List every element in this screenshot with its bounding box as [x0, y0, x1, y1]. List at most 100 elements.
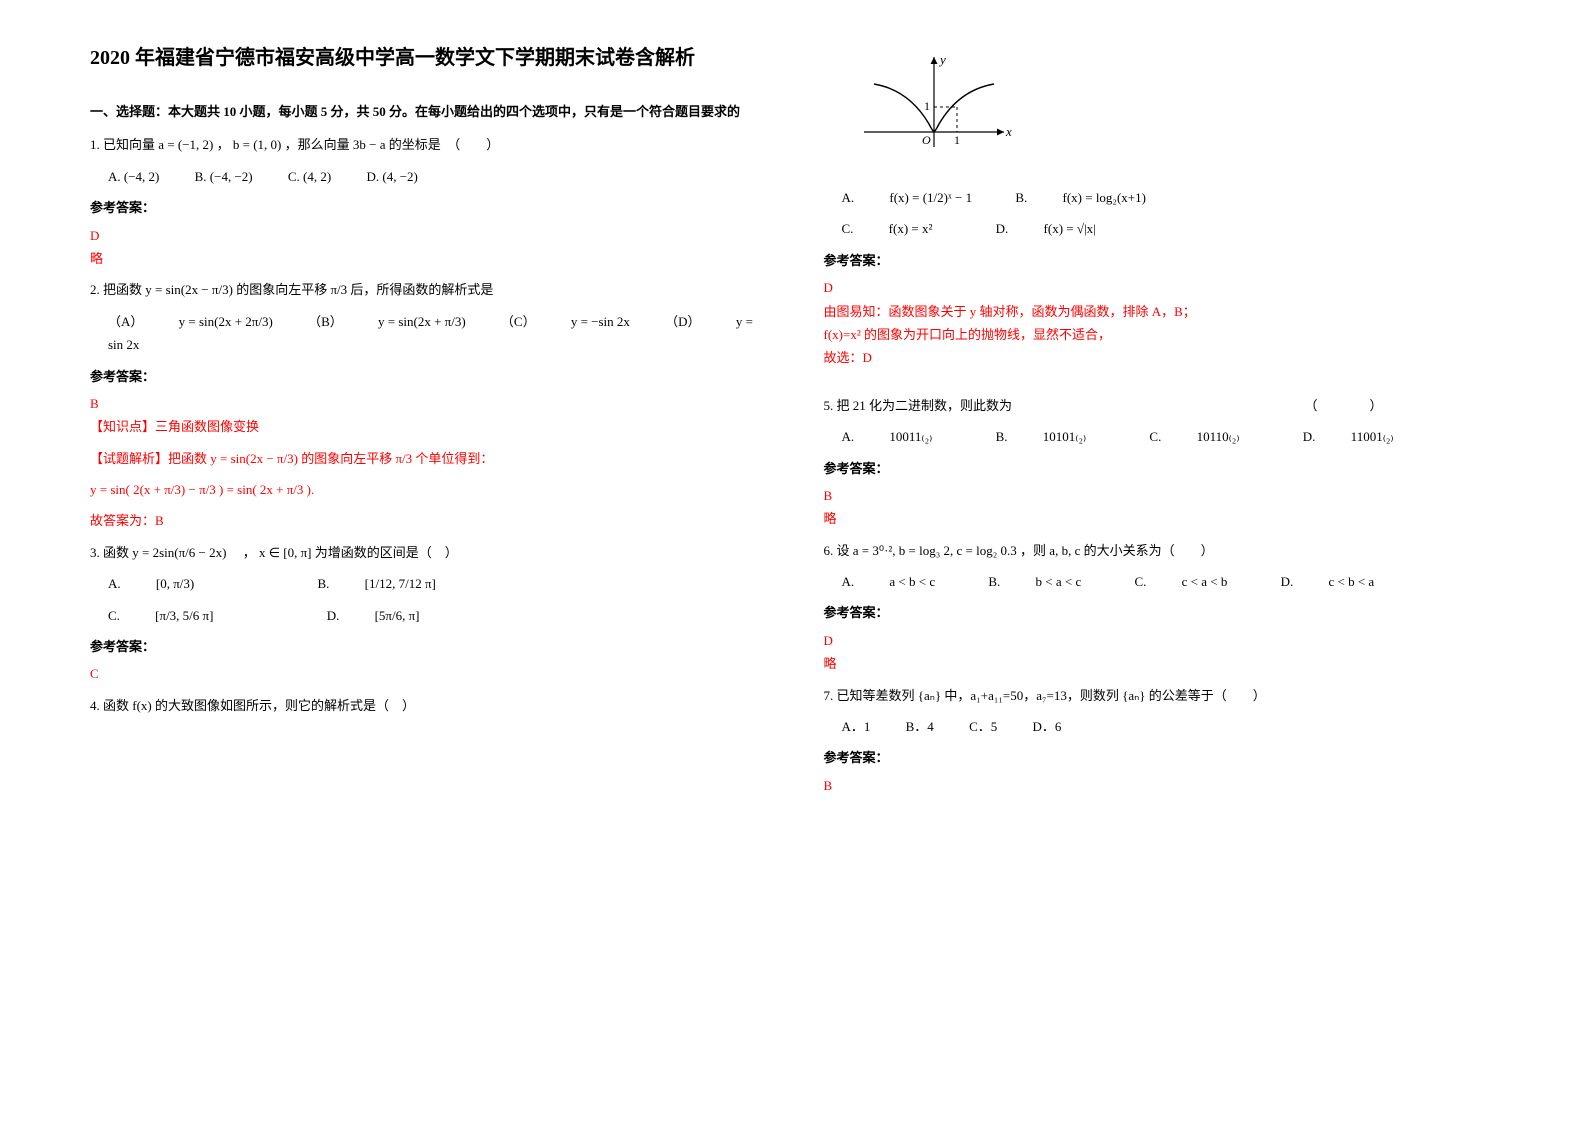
- question-5: 5. 把 21 化为二进制数，则此数为 （ ）: [824, 394, 1498, 417]
- q7-answer: B: [824, 774, 1498, 797]
- question-2: 2. 把函数 y = sin(2x − π/3) 的图象向左平移 π/3 后，所…: [90, 278, 764, 301]
- q1-stem-post: ，那么向量 3b − a 的坐标是 （ ）: [285, 137, 500, 152]
- q2-sol-post: 个单位得到：: [415, 451, 493, 466]
- q2-stem-mid: 的图象向左平移: [236, 282, 327, 297]
- q7-opt-a: A．1: [842, 719, 871, 734]
- q4-ans-label: 参考答案：: [824, 249, 1498, 272]
- q3-opt-b-label: B.: [317, 576, 329, 591]
- q7-opt-d: D．6: [1032, 719, 1061, 734]
- q2-opt-b-label: （B）: [308, 314, 343, 329]
- q6-opt-d-label: D.: [1281, 574, 1294, 589]
- q2-sol-shift: π/3: [395, 451, 412, 466]
- q3-domain: x ∈ [0, π]: [259, 545, 312, 560]
- q4-opt-b-label: B.: [1015, 190, 1027, 205]
- q3-options-row1: A. [0, π/3) B. [1/12, 7/12 π]: [108, 572, 764, 595]
- q1-answer: D: [90, 224, 764, 247]
- q1-vec-a: a = (−1, 2): [158, 137, 213, 152]
- q6-opt-b: b < a < c: [1036, 574, 1082, 589]
- q6-opt-b-label: B.: [988, 574, 1000, 589]
- q5-opt-d: 11001₍₂₎: [1351, 429, 1394, 444]
- q4-answer: D: [824, 276, 1498, 299]
- q4-opt-a: f(x) = (1/2)ˣ − 1: [889, 190, 972, 205]
- q4-sol1: 由图易知：函数图象关于 y 轴对称，函数为偶函数，排除 A，B；: [824, 300, 1498, 323]
- exam-title: 2020 年福建省宁德市福安高级中学高一数学文下学期期末试卷含解析: [90, 40, 764, 76]
- q2-opt-c: y = −sin 2x: [571, 314, 630, 329]
- q6-opt-a-label: A.: [842, 574, 855, 589]
- q4-opt-c: f(x) = x²: [889, 221, 933, 236]
- q5-note: 略: [824, 507, 1498, 530]
- tick-y1: 1: [924, 99, 930, 113]
- q2-ans-label: 参考答案：: [90, 365, 764, 388]
- axis-x-label: x: [1005, 124, 1012, 139]
- q1-note: 略: [90, 247, 764, 270]
- q4-fx: f(x): [132, 698, 152, 713]
- q6-opt-a: a < b < c: [889, 574, 935, 589]
- q1-vec-b: b = (1, 0): [233, 137, 282, 152]
- q4-opt-d-label: D.: [996, 221, 1009, 236]
- q6-options: A. a < b < c B. b < a < c C. c < a < b D…: [842, 570, 1498, 593]
- axis-y-label: y: [938, 52, 946, 67]
- q5-opt-c-label: C.: [1149, 429, 1161, 444]
- q6-opt-d: c < b < a: [1328, 574, 1374, 589]
- q3-opt-b: [1/12, 7/12 π]: [365, 576, 436, 591]
- q2-opt-b: y = sin(2x + π/3): [378, 314, 466, 329]
- question-1: 1. 已知向量 a = (−1, 2) ， b = (1, 0) ，那么向量 3…: [90, 133, 764, 156]
- q1-ans-label: 参考答案：: [90, 196, 764, 219]
- q3-answer: C: [90, 662, 764, 685]
- q5-opt-d-label: D.: [1303, 429, 1316, 444]
- q7-ans-label: 参考答案：: [824, 746, 1498, 769]
- q6-vars: a, b, c: [1049, 543, 1080, 558]
- q5-opt-c: 10110₍₂₎: [1197, 429, 1240, 444]
- q5-opt-b-label: B.: [996, 429, 1008, 444]
- q1-opt-a: A. (−4, 2): [108, 169, 159, 184]
- q2-func: y = sin(2x − π/3): [145, 282, 233, 297]
- q6-note: 略: [824, 652, 1498, 675]
- q3-func: y = 2sin(π/6 − 2x): [132, 545, 226, 560]
- q4-opt-a-label: A.: [842, 190, 855, 205]
- q2-stem-post: 后，所得函数的解析式是: [350, 282, 493, 297]
- q3-opt-c: [π/3, 5/6 π]: [155, 608, 213, 623]
- q1-opt-c: C. (4, 2): [288, 169, 331, 184]
- q1-opt-d: D. (4, −2): [366, 169, 417, 184]
- q6-expr: a = 3⁰·², b = log₃ 2, c = log₂ 0.3: [853, 543, 1017, 558]
- q2-sol-mid: 的图象向左平移: [301, 451, 392, 466]
- q5-answer: B: [824, 484, 1498, 507]
- q3-opt-d-label: D.: [327, 608, 340, 623]
- q2-opt-d-label: （D）: [665, 314, 700, 329]
- q4-sol3: 故选：D: [824, 346, 1498, 369]
- q6-opt-c: c < a < b: [1182, 574, 1228, 589]
- q3-opt-a: [0, π/3): [156, 576, 194, 591]
- q2-kp: 【知识点】三角函数图像变换: [90, 415, 764, 438]
- q5-opt-b: 10101₍₂₎: [1043, 429, 1086, 444]
- q3-options-row2: C. [π/3, 5/6 π] D. [5π/6, π]: [108, 604, 764, 627]
- q4-sol2: f(x)=x² 的图象为开口向上的抛物线，显然不适合，: [824, 323, 1498, 346]
- q3-opt-d: [5π/6, π]: [375, 608, 420, 623]
- q5-opt-a: 10011₍₂₎: [889, 429, 932, 444]
- q6-ans-label: 参考答案：: [824, 601, 1498, 624]
- q4-stem-pre: 4. 函数: [90, 698, 129, 713]
- q4-options-row1: A. f(x) = (1/2)ˣ − 1 B. f(x) = log₂(x+1): [842, 186, 1498, 209]
- q2-opt-a: y = sin(2x + 2π/3): [179, 314, 273, 329]
- q7-options: A．1 B．4 C．5 D．6: [842, 715, 1498, 738]
- q6-answer: D: [824, 629, 1498, 652]
- question-3: 3. 函数 y = 2sin(π/6 − 2x) ， x ∈ [0, π] 为增…: [90, 541, 764, 564]
- q2-opt-a-label: （A）: [108, 314, 143, 329]
- q2-answer: B: [90, 392, 764, 415]
- q1-opt-b: B. (−4, −2): [195, 169, 253, 184]
- q6-opt-c-label: C.: [1134, 574, 1146, 589]
- q6-stem-post: 的大小关系为（ ）: [1084, 543, 1214, 558]
- q3-ans-label: 参考答案：: [90, 635, 764, 658]
- q3-stem-post: 为增函数的区间是（ ）: [315, 545, 458, 560]
- q2-sol-concl: 故答案为：B: [90, 509, 764, 532]
- q6-stem-pre: 6. 设: [824, 543, 850, 558]
- q2-solution-line1: 【试题解析】把函数 y = sin(2x − π/3) 的图象向左平移 π/3 …: [90, 447, 764, 470]
- q4-opt-b: f(x) = log₂(x+1): [1063, 190, 1146, 205]
- question-6: 6. 设 a = 3⁰·², b = log₃ 2, c = log₂ 0.3 …: [824, 539, 1498, 562]
- q7-opt-b: B．4: [906, 719, 934, 734]
- q4-graph: x y O 1 1: [854, 52, 1498, 162]
- q5-ans-label: 参考答案：: [824, 457, 1498, 480]
- q3-sep: ，: [230, 545, 256, 560]
- question-7: 7. 已知等差数列 {aₙ} 中，a₁+a₁₁=50，a₇=13，则数列 {aₙ…: [824, 684, 1498, 707]
- q1-stem-pre: 1. 已知向量: [90, 137, 155, 152]
- q4-opt-d: f(x) = √|x|: [1044, 221, 1096, 236]
